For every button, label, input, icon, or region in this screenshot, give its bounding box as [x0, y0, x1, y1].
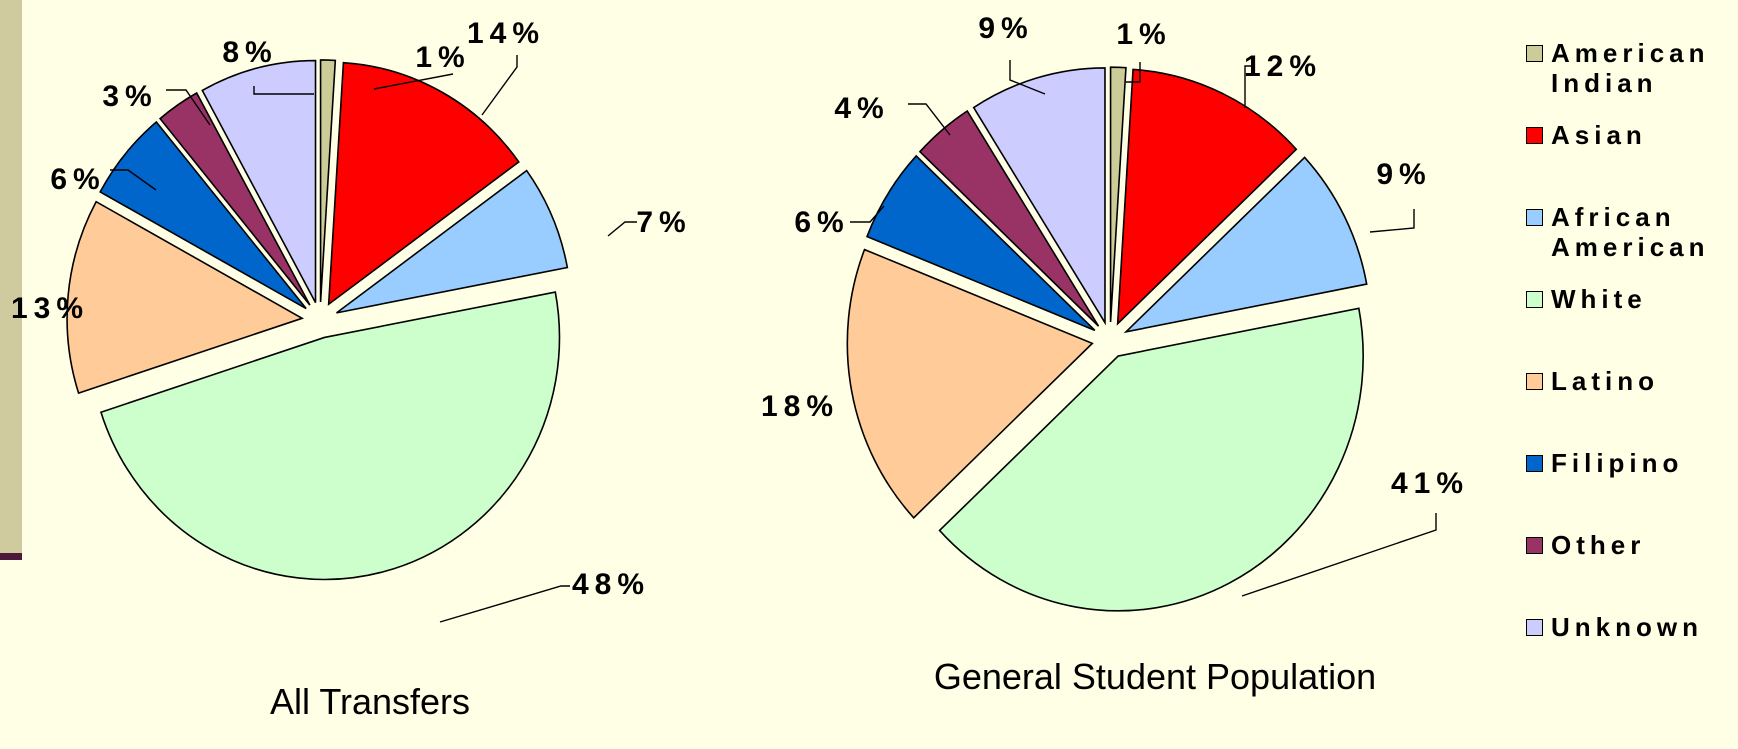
- legend-swatch-white: [1526, 291, 1543, 308]
- pie-slice-filipino: [99, 120, 307, 310]
- leader-line-american-indian: [1126, 62, 1141, 83]
- chart-title-all-transfers: All Transfers: [269, 681, 471, 722]
- pie-slice-other: [158, 91, 311, 306]
- data-label-asian: 14%: [467, 17, 545, 50]
- legend-swatch-asian: [1526, 127, 1543, 144]
- leader-line-filipino: [110, 169, 157, 191]
- pie-slice-white: [938, 307, 1364, 612]
- legend-label-african-american: African American: [1551, 202, 1710, 262]
- leader-line-african-american: [1369, 209, 1415, 233]
- pie-slice-african-american: [336, 169, 569, 314]
- data-label-filipino: 6%: [794, 206, 849, 239]
- legend-swatch-other: [1526, 537, 1543, 554]
- legend-swatch-american-indian: [1526, 45, 1543, 62]
- data-label-american-indian: 1%: [415, 41, 470, 74]
- slide-left-bar: [0, 0, 22, 553]
- pie-slice-white: [99, 291, 561, 581]
- leader-line-other: [908, 103, 951, 136]
- data-label-white: 41%: [1391, 467, 1469, 500]
- data-label-other: 3%: [102, 80, 157, 113]
- data-label-latino: 18%: [761, 390, 839, 423]
- leader-line-american-indian: [373, 73, 454, 90]
- data-label-asian: 12%: [1244, 50, 1322, 83]
- slide-left-bar-accent: [0, 553, 22, 560]
- leader-line-unknown: [1009, 60, 1046, 95]
- legend-swatch-latino: [1526, 373, 1543, 390]
- legend-swatch-filipino: [1526, 455, 1543, 472]
- pie-slice-asian: [327, 61, 520, 306]
- leader-line-asian: [481, 55, 518, 116]
- legend-swatch-unknown: [1526, 619, 1543, 636]
- leader-line-unknown: [253, 86, 314, 95]
- data-label-american-indian: 1%: [1116, 18, 1171, 51]
- data-label-unknown: 8%: [222, 36, 277, 69]
- chart-title-general-student-population: General Student Population: [933, 656, 1377, 697]
- data-label-filipino: 6%: [50, 163, 105, 196]
- pie-slice-asian: [1116, 68, 1298, 326]
- leader-line-white: [1241, 513, 1437, 597]
- legend-label-filipino: Filipino: [1551, 448, 1684, 478]
- pie-slice-african-american: [1123, 156, 1368, 334]
- legend-label-other: Other: [1551, 530, 1646, 560]
- legend-label-unknown: Unknown: [1551, 612, 1703, 642]
- legend-swatch-african-american: [1526, 209, 1543, 226]
- pie-slice-filipino: [865, 154, 1096, 332]
- data-label-other: 4%: [834, 92, 889, 125]
- pie-chart-general-student-population: 1% 12% 9% 41% 18% 6% 4% 9%: [761, 12, 1469, 612]
- pie-slice-unknown: [972, 67, 1106, 326]
- leader-line-other: [166, 89, 211, 126]
- pie-slice-latino: [66, 200, 305, 395]
- pie-slice-unknown: [201, 59, 317, 303]
- pie-slice-latino: [846, 248, 1094, 519]
- legend-label-asian: Asian: [1551, 120, 1647, 150]
- pie-slice-american-indian: [1109, 66, 1127, 323]
- legend-label-latino: Latino: [1551, 366, 1659, 396]
- legend-label-american-indian: American Indian: [1551, 38, 1710, 98]
- pie-chart-all-transfers: 1%14% 7% 48% 13% 6% 3% 8%: [11, 17, 691, 623]
- data-label-white: 48%: [572, 568, 650, 601]
- pie-slice-other: [918, 109, 1100, 327]
- data-label-unknown: 9%: [978, 12, 1033, 45]
- data-label-african-american: 9%: [1376, 158, 1431, 191]
- leader-line-white: [439, 585, 570, 623]
- data-label-latino: 13%: [11, 292, 89, 325]
- data-label-african-american: 7%: [636, 206, 691, 239]
- leader-line-filipino: [850, 205, 885, 223]
- leader-line-african-american: [607, 221, 637, 237]
- legend-label-white: White: [1551, 284, 1647, 314]
- leader-line-asian: [1244, 65, 1254, 108]
- pie-slice-american-indian: [319, 59, 337, 303]
